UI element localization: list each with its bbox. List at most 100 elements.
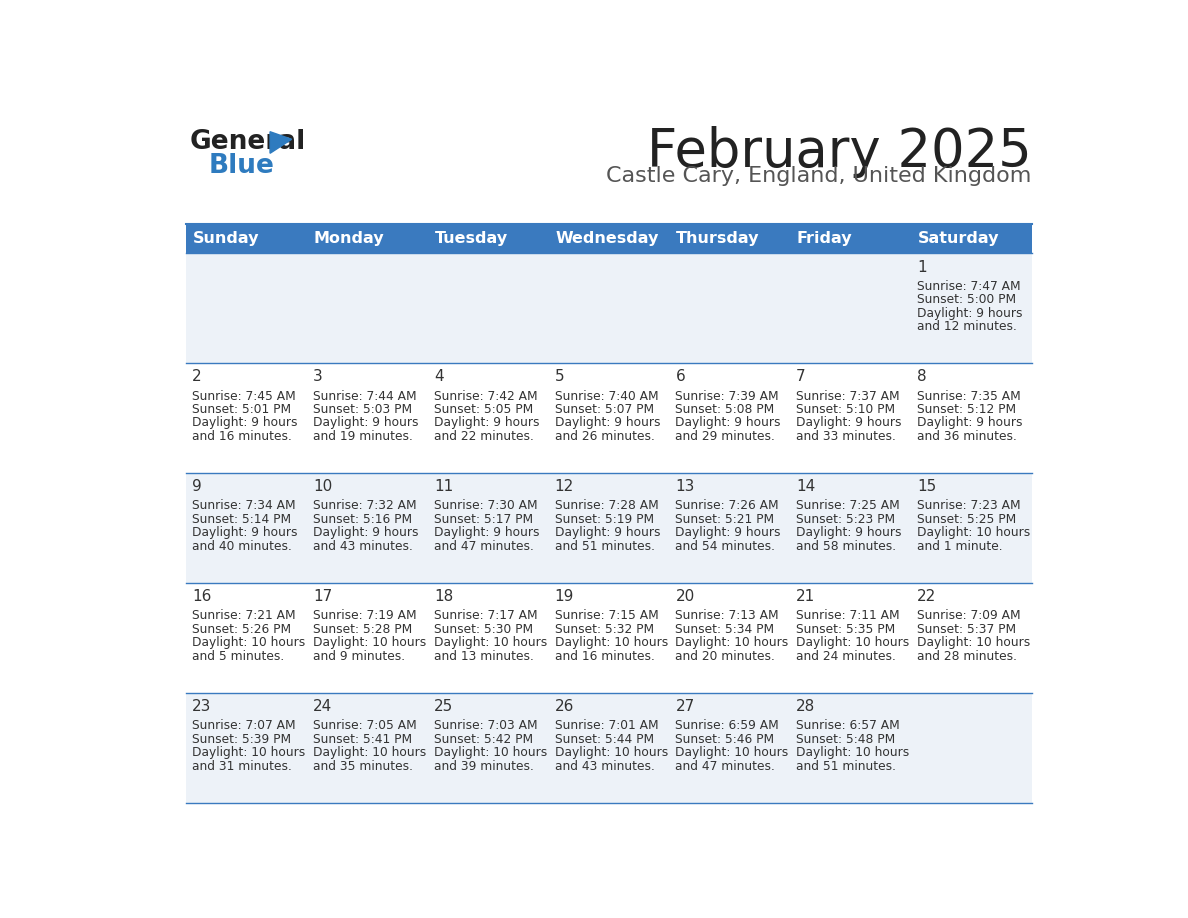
Text: Sunset: 5:14 PM: Sunset: 5:14 PM bbox=[192, 513, 291, 526]
Text: 27: 27 bbox=[676, 700, 695, 714]
Text: Sunrise: 7:07 AM: Sunrise: 7:07 AM bbox=[192, 720, 296, 733]
Text: 17: 17 bbox=[314, 589, 333, 604]
Bar bbox=[187, 224, 307, 253]
Text: Castle Cary, England, United Kingdom: Castle Cary, England, United Kingdom bbox=[606, 165, 1031, 185]
Text: Sunrise: 7:05 AM: Sunrise: 7:05 AM bbox=[314, 720, 417, 733]
Text: Sunrise: 7:19 AM: Sunrise: 7:19 AM bbox=[314, 610, 417, 622]
Text: Blue: Blue bbox=[208, 152, 274, 178]
Text: 13: 13 bbox=[676, 479, 695, 495]
Text: Daylight: 9 hours: Daylight: 9 hours bbox=[314, 526, 418, 540]
Text: Friday: Friday bbox=[797, 231, 853, 246]
Text: Daylight: 9 hours: Daylight: 9 hours bbox=[796, 526, 902, 540]
Text: 5: 5 bbox=[555, 370, 564, 385]
Text: Sunset: 5:46 PM: Sunset: 5:46 PM bbox=[676, 733, 775, 745]
Text: Sunset: 5:41 PM: Sunset: 5:41 PM bbox=[314, 733, 412, 745]
Text: and 29 minutes.: and 29 minutes. bbox=[676, 430, 776, 443]
Text: Monday: Monday bbox=[314, 231, 385, 246]
Text: Sunrise: 7:37 AM: Sunrise: 7:37 AM bbox=[796, 389, 899, 402]
Text: Sunrise: 7:39 AM: Sunrise: 7:39 AM bbox=[676, 389, 779, 402]
Text: February 2025: February 2025 bbox=[646, 126, 1031, 177]
Bar bbox=[911, 224, 1031, 253]
Text: Sunset: 5:00 PM: Sunset: 5:00 PM bbox=[917, 293, 1016, 306]
Bar bbox=[549, 224, 669, 253]
Text: Sunset: 5:44 PM: Sunset: 5:44 PM bbox=[555, 733, 653, 745]
Text: Daylight: 9 hours: Daylight: 9 hours bbox=[192, 417, 298, 430]
Text: Daylight: 10 hours: Daylight: 10 hours bbox=[192, 746, 305, 759]
Text: and 35 minutes.: and 35 minutes. bbox=[314, 760, 413, 773]
Text: Sunset: 5:30 PM: Sunset: 5:30 PM bbox=[434, 623, 533, 636]
Text: and 58 minutes.: and 58 minutes. bbox=[796, 540, 896, 553]
Text: and 47 minutes.: and 47 minutes. bbox=[434, 540, 533, 553]
Text: Sunrise: 7:13 AM: Sunrise: 7:13 AM bbox=[676, 610, 779, 622]
Text: Daylight: 10 hours: Daylight: 10 hours bbox=[676, 746, 789, 759]
Text: 4: 4 bbox=[434, 370, 443, 385]
Text: Sunrise: 7:23 AM: Sunrise: 7:23 AM bbox=[917, 499, 1020, 512]
Text: Daylight: 9 hours: Daylight: 9 hours bbox=[434, 526, 539, 540]
Bar bbox=[790, 224, 911, 253]
Text: Daylight: 9 hours: Daylight: 9 hours bbox=[917, 417, 1023, 430]
Bar bbox=[187, 364, 1031, 474]
Text: Sunset: 5:10 PM: Sunset: 5:10 PM bbox=[796, 403, 896, 416]
Text: and 39 minutes.: and 39 minutes. bbox=[434, 760, 533, 773]
Text: 12: 12 bbox=[555, 479, 574, 495]
Text: and 33 minutes.: and 33 minutes. bbox=[796, 430, 896, 443]
Text: Sunrise: 7:17 AM: Sunrise: 7:17 AM bbox=[434, 610, 537, 622]
Text: Sunset: 5:28 PM: Sunset: 5:28 PM bbox=[314, 623, 412, 636]
Text: and 40 minutes.: and 40 minutes. bbox=[192, 540, 292, 553]
Text: Sunday: Sunday bbox=[192, 231, 259, 246]
Text: 22: 22 bbox=[917, 589, 936, 604]
Text: Sunset: 5:42 PM: Sunset: 5:42 PM bbox=[434, 733, 533, 745]
Text: 24: 24 bbox=[314, 700, 333, 714]
Text: Sunrise: 7:32 AM: Sunrise: 7:32 AM bbox=[314, 499, 417, 512]
Text: 15: 15 bbox=[917, 479, 936, 495]
Text: and 16 minutes.: and 16 minutes. bbox=[555, 650, 655, 663]
Text: and 31 minutes.: and 31 minutes. bbox=[192, 760, 292, 773]
Text: Daylight: 10 hours: Daylight: 10 hours bbox=[434, 636, 548, 649]
Bar bbox=[187, 693, 1031, 803]
Text: and 51 minutes.: and 51 minutes. bbox=[555, 540, 655, 553]
Text: Daylight: 10 hours: Daylight: 10 hours bbox=[796, 636, 910, 649]
Text: Daylight: 9 hours: Daylight: 9 hours bbox=[555, 417, 661, 430]
Text: and 24 minutes.: and 24 minutes. bbox=[796, 650, 896, 663]
Text: Sunset: 5:32 PM: Sunset: 5:32 PM bbox=[555, 623, 653, 636]
Text: 23: 23 bbox=[192, 700, 211, 714]
Text: 7: 7 bbox=[796, 370, 805, 385]
Bar bbox=[307, 224, 428, 253]
Text: Daylight: 9 hours: Daylight: 9 hours bbox=[434, 417, 539, 430]
Text: 2: 2 bbox=[192, 370, 202, 385]
Text: Sunset: 5:21 PM: Sunset: 5:21 PM bbox=[676, 513, 775, 526]
Text: and 47 minutes.: and 47 minutes. bbox=[676, 760, 776, 773]
Text: Daylight: 10 hours: Daylight: 10 hours bbox=[796, 746, 910, 759]
Text: Sunrise: 7:11 AM: Sunrise: 7:11 AM bbox=[796, 610, 899, 622]
Text: Sunset: 5:19 PM: Sunset: 5:19 PM bbox=[555, 513, 653, 526]
Text: Daylight: 10 hours: Daylight: 10 hours bbox=[555, 746, 668, 759]
Text: Daylight: 9 hours: Daylight: 9 hours bbox=[676, 526, 781, 540]
Text: Sunrise: 6:59 AM: Sunrise: 6:59 AM bbox=[676, 720, 779, 733]
Text: Sunrise: 7:30 AM: Sunrise: 7:30 AM bbox=[434, 499, 537, 512]
Text: Daylight: 10 hours: Daylight: 10 hours bbox=[314, 746, 426, 759]
Text: Daylight: 10 hours: Daylight: 10 hours bbox=[917, 636, 1030, 649]
Text: 14: 14 bbox=[796, 479, 815, 495]
Text: Daylight: 9 hours: Daylight: 9 hours bbox=[676, 417, 781, 430]
Polygon shape bbox=[270, 131, 291, 153]
Text: Saturday: Saturday bbox=[917, 231, 999, 246]
Text: Wednesday: Wednesday bbox=[555, 231, 659, 246]
Text: Sunset: 5:07 PM: Sunset: 5:07 PM bbox=[555, 403, 653, 416]
Text: and 26 minutes.: and 26 minutes. bbox=[555, 430, 655, 443]
Text: and 43 minutes.: and 43 minutes. bbox=[314, 540, 413, 553]
Text: 6: 6 bbox=[676, 370, 685, 385]
Text: and 12 minutes.: and 12 minutes. bbox=[917, 320, 1017, 333]
Text: Sunset: 5:16 PM: Sunset: 5:16 PM bbox=[314, 513, 412, 526]
Text: Daylight: 10 hours: Daylight: 10 hours bbox=[917, 526, 1030, 540]
Text: 28: 28 bbox=[796, 700, 815, 714]
Text: Daylight: 9 hours: Daylight: 9 hours bbox=[555, 526, 661, 540]
Bar bbox=[187, 253, 1031, 364]
Text: 19: 19 bbox=[555, 589, 574, 604]
Text: Sunset: 5:25 PM: Sunset: 5:25 PM bbox=[917, 513, 1016, 526]
Text: Sunset: 5:48 PM: Sunset: 5:48 PM bbox=[796, 733, 896, 745]
Text: Sunrise: 7:47 AM: Sunrise: 7:47 AM bbox=[917, 280, 1020, 293]
Text: Sunrise: 7:45 AM: Sunrise: 7:45 AM bbox=[192, 389, 296, 402]
Text: and 5 minutes.: and 5 minutes. bbox=[192, 650, 285, 663]
Text: Sunrise: 7:15 AM: Sunrise: 7:15 AM bbox=[555, 610, 658, 622]
Bar bbox=[187, 583, 1031, 693]
